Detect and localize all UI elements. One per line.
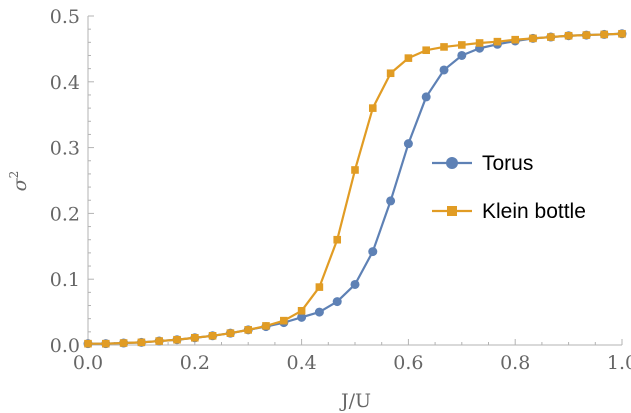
legend-label: Klein bottle (482, 200, 586, 223)
data-point (368, 247, 378, 257)
data-point (493, 37, 502, 46)
y-axis-title: σ2 (7, 171, 31, 192)
data-point (564, 31, 573, 40)
data-point (315, 283, 324, 291)
data-point (529, 34, 537, 43)
data-point (458, 41, 466, 49)
data-point (137, 338, 146, 347)
y-tick-label: 0.5 (50, 6, 80, 28)
x-tick-label: 1.0 (607, 352, 631, 374)
data-point (618, 29, 626, 38)
data-point (350, 279, 360, 289)
x-axis-title: J/U (339, 390, 371, 412)
legend-label: Torus (482, 152, 533, 175)
series-layer (83, 29, 627, 349)
data-point (440, 43, 448, 51)
series-1 (84, 29, 626, 348)
data-point (155, 337, 163, 345)
data-point (314, 307, 324, 317)
y-tick-label: 0.3 (50, 138, 80, 160)
data-point (457, 50, 467, 60)
data-point (333, 235, 342, 244)
legend: Torus Klein bottle (432, 152, 586, 223)
data-point (439, 65, 449, 75)
data-point (547, 33, 555, 41)
y-tick-label: 0.0 (50, 335, 80, 357)
data-point (386, 196, 396, 206)
y-tick-label: 0.2 (50, 203, 80, 225)
data-point (84, 339, 92, 348)
x-tick-label: 0.4 (286, 352, 316, 374)
data-point (351, 166, 359, 174)
data-point (421, 92, 431, 102)
data-point (262, 322, 270, 330)
legend-marker (447, 206, 457, 216)
data-point (173, 335, 181, 344)
data-point (475, 39, 484, 47)
x-tick-label: 0.6 (393, 352, 423, 374)
legend-item-0: Torus (432, 152, 533, 175)
data-point (386, 69, 395, 78)
data-point (101, 339, 110, 348)
y-axis-title-sup: 2 (7, 171, 21, 179)
axes: 0.0 0.2 0.4 0.6 0.8 1.0 0.0 0.1 0.2 0.3 0.4 0.5 (50, 6, 631, 374)
series-0 (83, 29, 627, 349)
data-point (600, 30, 609, 39)
data-point (422, 46, 430, 55)
data-point (368, 104, 377, 112)
x-tick-label: 0.0 (73, 352, 103, 374)
data-point (297, 312, 307, 322)
data-point (511, 35, 519, 44)
series-line (88, 32, 623, 345)
x-tick-label: 0.2 (180, 352, 210, 374)
data-point (119, 339, 128, 347)
series-line (88, 32, 623, 345)
data-point (226, 329, 235, 337)
data-point (582, 31, 591, 39)
legend-item-1: Klein bottle (432, 200, 586, 223)
data-point (280, 316, 288, 325)
data-point (244, 326, 252, 334)
y-axis-title-base: σ (9, 177, 31, 191)
data-point (404, 54, 413, 62)
y-tick-label: 0.4 (50, 72, 80, 94)
data-point (208, 331, 217, 340)
x-tick-label: 0.8 (500, 352, 530, 374)
data-point (332, 297, 342, 307)
legend-marker (446, 157, 458, 169)
data-point (403, 139, 413, 149)
y-tick-label: 0.1 (50, 269, 80, 291)
data-point (191, 333, 199, 342)
data-point (297, 306, 306, 315)
